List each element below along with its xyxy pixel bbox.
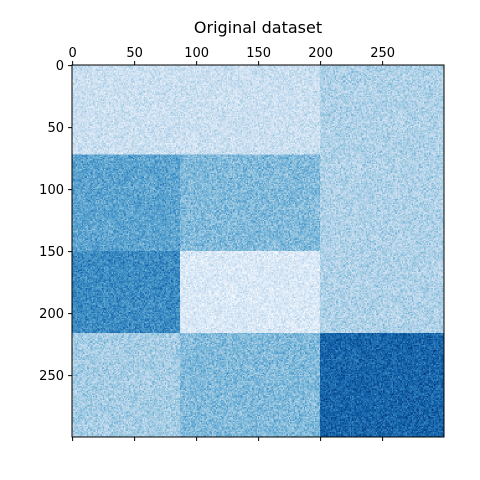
x-tick-label: 100 (184, 46, 209, 61)
y-tick-label: 0 (56, 59, 64, 74)
plot-frame (71, 64, 445, 438)
x-axis: 0 50 100 150 200 250 (68, 46, 395, 441)
x-tick-label: 0 (68, 46, 76, 61)
y-axis: 0 50 100 150 200 250 (39, 59, 72, 384)
heatmap-image (72, 65, 444, 437)
x-tick-label: 200 (308, 46, 333, 61)
y-tick-label: 50 (47, 121, 64, 136)
x-tick-label: 150 (246, 46, 271, 61)
y-tick-label: 200 (39, 307, 64, 322)
y-tick-label: 250 (39, 369, 64, 384)
heatmap-raster (72, 65, 444, 437)
x-tick-label: 250 (370, 46, 395, 61)
y-tick-label: 100 (39, 183, 64, 198)
chart-title: Original dataset (194, 18, 322, 37)
x-tick-label: 50 (126, 46, 143, 61)
y-tick-label: 150 (39, 245, 64, 260)
